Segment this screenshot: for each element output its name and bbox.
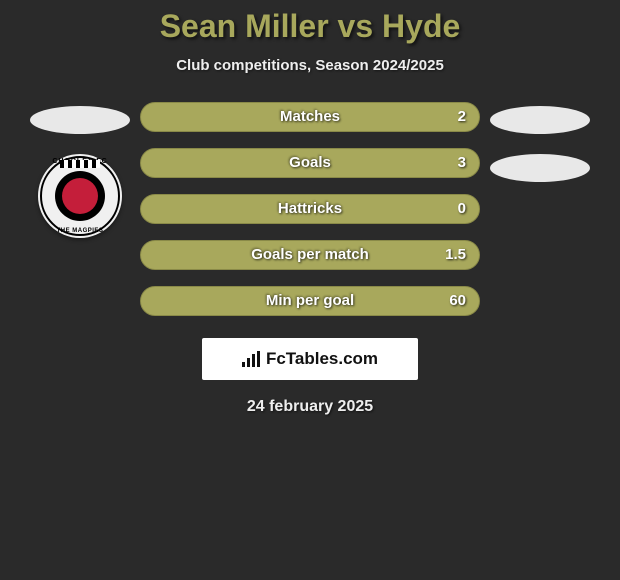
main-row: CHORLEY FC THE MAGPIES Matches 2 Goals 3… [0, 102, 620, 316]
badge-bottom-text: THE MAGPIES [57, 228, 104, 234]
brand-box: FcTables.com [202, 338, 418, 380]
club-photo-placeholder-1 [490, 106, 590, 134]
stat-label: Hattricks [140, 194, 480, 224]
stat-row-goals: Goals 3 [140, 148, 480, 178]
badge-flower-icon [62, 178, 98, 214]
snapshot-date: 24 february 2025 [247, 398, 373, 416]
player-photo-placeholder [30, 106, 130, 134]
brand-text: FcTables.com [266, 349, 378, 369]
bar-chart-icon [242, 351, 262, 367]
stat-value: 60 [449, 286, 466, 316]
stat-label: Min per goal [140, 286, 480, 316]
stats-column: Matches 2 Goals 3 Hattricks 0 Goals per … [140, 102, 480, 316]
stat-row-goals-per-match: Goals per match 1.5 [140, 240, 480, 270]
stat-value: 3 [458, 148, 466, 178]
badge-stripes-icon [60, 160, 100, 168]
club-photo-placeholder-2 [490, 154, 590, 182]
stat-label: Goals [140, 148, 480, 178]
stat-row-hattricks: Hattricks 0 [140, 194, 480, 224]
page-subtitle: Club competitions, Season 2024/2025 [176, 57, 444, 74]
stat-row-matches: Matches 2 [140, 102, 480, 132]
club-badge-chorley: CHORLEY FC THE MAGPIES [38, 154, 122, 238]
page-title: Sean Miller vs Hyde [160, 8, 461, 45]
stat-label: Matches [140, 102, 480, 132]
stat-label: Goals per match [140, 240, 480, 270]
stat-value: 2 [458, 102, 466, 132]
stat-value: 0 [458, 194, 466, 224]
card-container: Sean Miller vs Hyde Club competitions, S… [0, 0, 620, 416]
stat-value: 1.5 [445, 240, 466, 270]
left-column: CHORLEY FC THE MAGPIES [20, 102, 140, 238]
stat-row-min-per-goal: Min per goal 60 [140, 286, 480, 316]
right-column [480, 102, 600, 182]
